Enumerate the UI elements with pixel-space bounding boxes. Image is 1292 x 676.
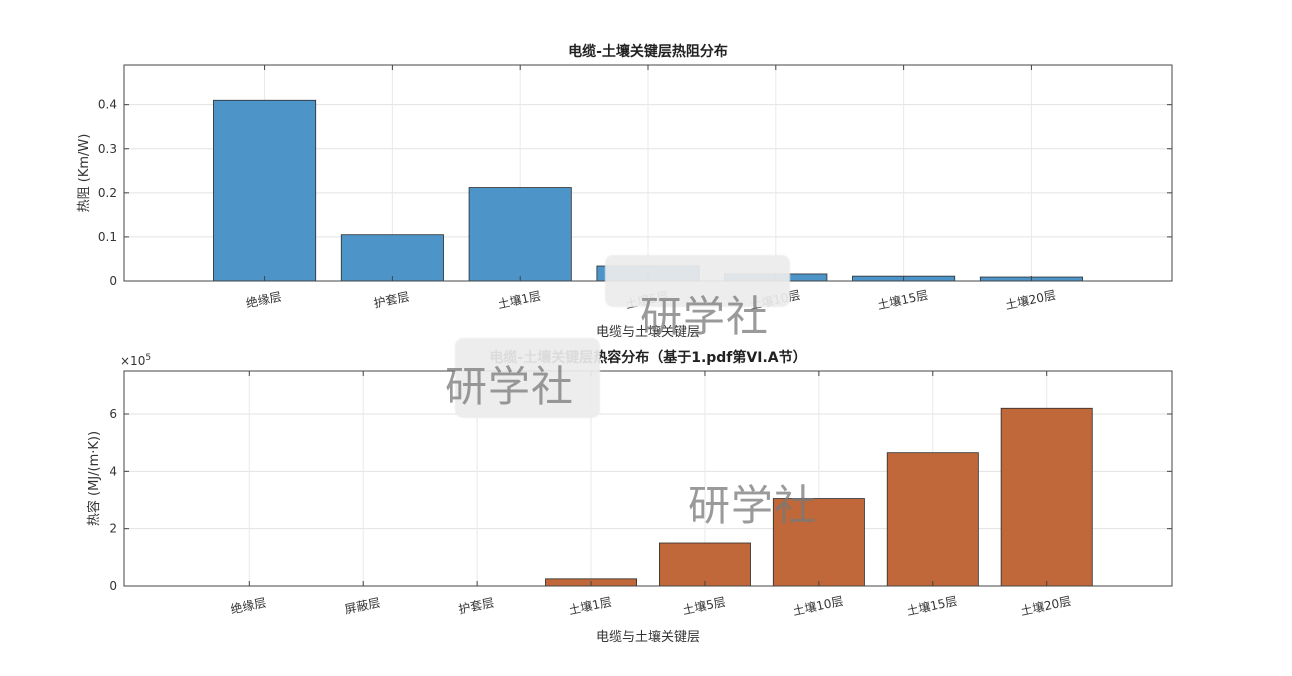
blur-patch-lower <box>455 338 600 418</box>
watermark-text-3: 研学社 <box>688 482 818 529</box>
watermark-text-2: 研学社 <box>445 363 575 410</box>
y-tick-label: 0 <box>109 274 117 288</box>
bar-3 <box>468 187 572 282</box>
bar-7 <box>886 452 979 587</box>
y-exponent-power: 5 <box>145 353 151 363</box>
bar-2 <box>340 234 444 282</box>
bar-8 <box>1000 407 1093 587</box>
y-axis-label: 热容 (MJ/(m·K)) <box>86 431 102 526</box>
x-tick-label: 土壤15层 <box>876 287 929 312</box>
blur-patch-upper <box>605 255 790 307</box>
x-tick-label: 护套层 <box>457 595 495 616</box>
x-axis-label: 电缆与土壤关键层 <box>596 629 700 645</box>
x-tick-label: 绝缘层 <box>229 595 267 617</box>
x-tick-label: 土壤20层 <box>1004 287 1057 312</box>
x-tick-label: 土壤15层 <box>905 593 958 618</box>
y-tick-label: 0.4 <box>98 98 117 112</box>
x-tick-label: 护套层 <box>372 289 410 310</box>
x-tick-label: 土壤1层 <box>567 594 613 618</box>
y-tick-label: 0.3 <box>98 142 117 156</box>
bar-5 <box>658 542 751 587</box>
y-exponent-label: ×105 <box>120 353 151 368</box>
bar-6 <box>772 498 865 587</box>
x-tick-label: 土壤20层 <box>1019 593 1072 618</box>
chart-title: 电缆-土壤关键层热阻分布 <box>568 43 728 60</box>
y-tick-label: 0.1 <box>98 230 117 244</box>
y-tick-label: 0 <box>109 579 117 593</box>
chart-panel-1: 00.10.20.30.4绝缘层护套层土壤1层土壤5层土壤10层土壤15层土壤2… <box>77 43 1173 340</box>
y-axis-label: 热阻 (Km/W) <box>77 134 92 213</box>
x-tick-label: 屏蔽层 <box>343 595 381 616</box>
plot-area <box>124 371 1172 586</box>
y-tick-label: 4 <box>109 464 117 478</box>
x-axis-label: 电缆与土壤关键层 <box>596 324 700 340</box>
y-tick-label: 0.2 <box>98 186 117 200</box>
y-tick-label: 6 <box>109 407 117 421</box>
x-tick-label: 土壤1层 <box>496 288 542 312</box>
watermark-text-1: 研学社 <box>640 293 770 340</box>
y-tick-label: 2 <box>109 522 117 536</box>
x-tick-label: 土壤10层 <box>791 593 844 618</box>
x-tick-label: 绝缘层 <box>244 289 282 311</box>
axes-frame <box>123 370 1173 587</box>
bar-1 <box>213 99 317 282</box>
x-tick-label: 土壤5层 <box>681 594 727 618</box>
